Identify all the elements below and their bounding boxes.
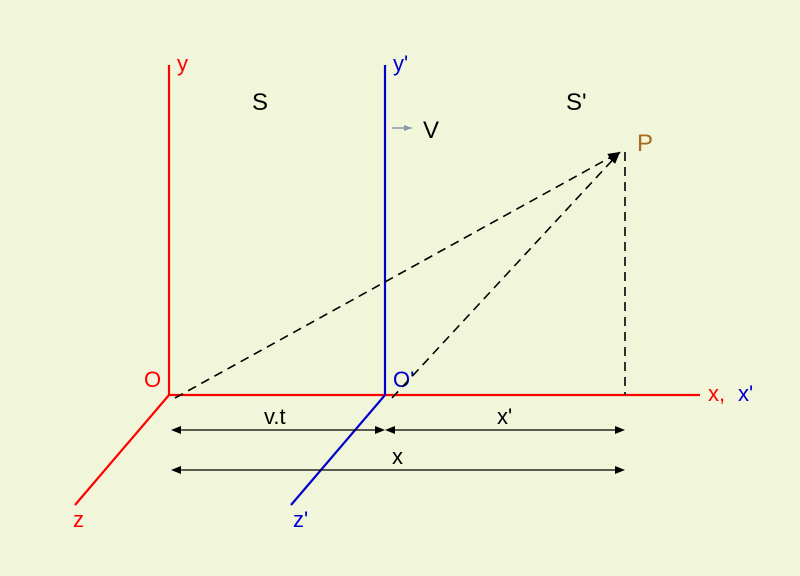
label-z: z [73,507,84,532]
label-y: y [177,51,188,76]
label-x-prime: x' [738,381,753,406]
label-xprime-dim: x' [497,404,512,429]
label-x: x, [708,381,725,406]
label-origin-O: O [144,367,161,392]
canvas-bg [0,0,800,576]
label-z-prime: z' [293,507,308,532]
label-x-dim: x [392,444,403,469]
label-origin-Oprime: O' [393,367,414,392]
label-y-prime: y' [393,51,408,76]
label-point-P: P [637,130,653,157]
label-velocity: V [423,117,439,144]
label-frame-S: S [252,89,268,116]
label-frame-Sprime: S' [566,89,587,116]
label-vt: v.t [264,404,286,429]
